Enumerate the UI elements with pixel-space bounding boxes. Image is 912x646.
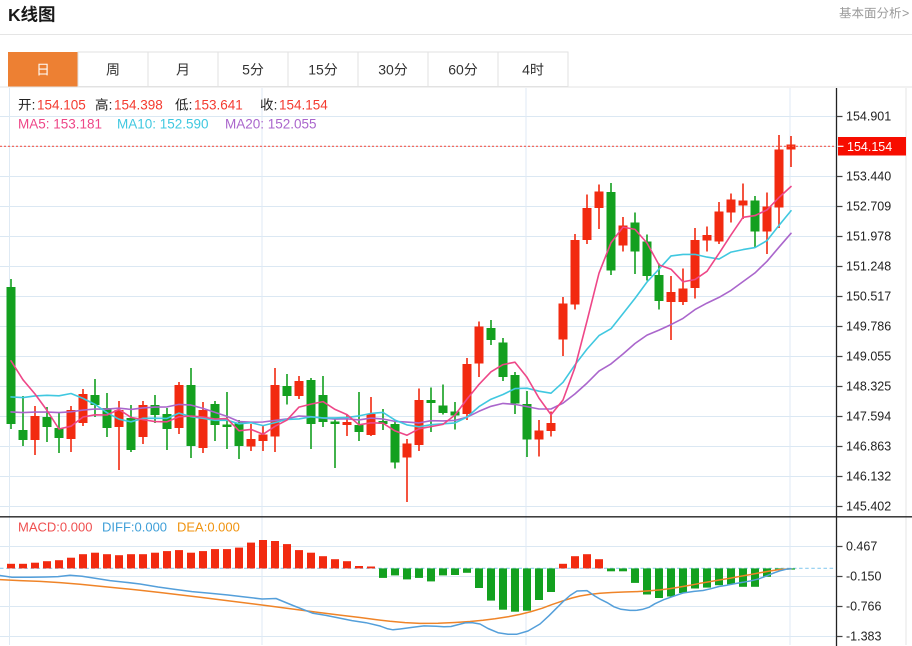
svg-text:30: 30: [378, 62, 394, 78]
svg-text:4: 4: [522, 62, 530, 78]
svg-text:MA10: 152.590: MA10: 152.590: [117, 117, 209, 132]
svg-text:-0.150: -0.150: [846, 570, 881, 584]
svg-text:150.517: 150.517: [846, 290, 891, 304]
svg-text:149.055: 149.055: [846, 350, 891, 364]
svg-text:15: 15: [308, 62, 324, 78]
svg-text:5: 5: [242, 62, 250, 78]
svg-text:DEA:0.000: DEA:0.000: [177, 520, 240, 535]
svg-text:146.863: 146.863: [846, 440, 891, 454]
svg-text:154.154: 154.154: [847, 140, 892, 154]
svg-text:MACD:0.000: MACD:0.000: [18, 520, 92, 535]
svg-text:154.398: 154.398: [114, 98, 163, 113]
svg-text:154.105: 154.105: [37, 98, 86, 113]
svg-text:154.154: 154.154: [279, 98, 328, 113]
svg-text:147.594: 147.594: [846, 410, 891, 424]
svg-text:145.402: 145.402: [846, 500, 891, 514]
svg-text::: :: [109, 98, 113, 113]
svg-text:K: K: [8, 5, 21, 25]
svg-text:MA5: 153.181: MA5: 153.181: [18, 117, 102, 132]
svg-text:MA20: 152.055: MA20: 152.055: [225, 117, 317, 132]
svg-text::: :: [189, 98, 193, 113]
svg-text:146.132: 146.132: [846, 470, 891, 484]
svg-text:151.978: 151.978: [846, 230, 891, 244]
svg-text::: :: [274, 98, 278, 113]
svg-text:151.248: 151.248: [846, 260, 891, 274]
svg-text:-0.766: -0.766: [846, 600, 881, 614]
svg-text:149.786: 149.786: [846, 320, 891, 334]
svg-text:152.709: 152.709: [846, 200, 891, 214]
svg-text:60: 60: [448, 62, 464, 78]
svg-text:153.641: 153.641: [194, 98, 243, 113]
svg-text:-1.383: -1.383: [846, 630, 881, 644]
svg-text:0.467: 0.467: [846, 540, 877, 554]
svg-text:DIFF:0.000: DIFF:0.000: [102, 520, 167, 535]
svg-text::: :: [32, 98, 36, 113]
svg-text:>: >: [902, 7, 909, 21]
svg-text:153.440: 153.440: [846, 170, 891, 184]
svg-text:148.325: 148.325: [846, 380, 891, 394]
svg-text:154.901: 154.901: [846, 110, 891, 124]
